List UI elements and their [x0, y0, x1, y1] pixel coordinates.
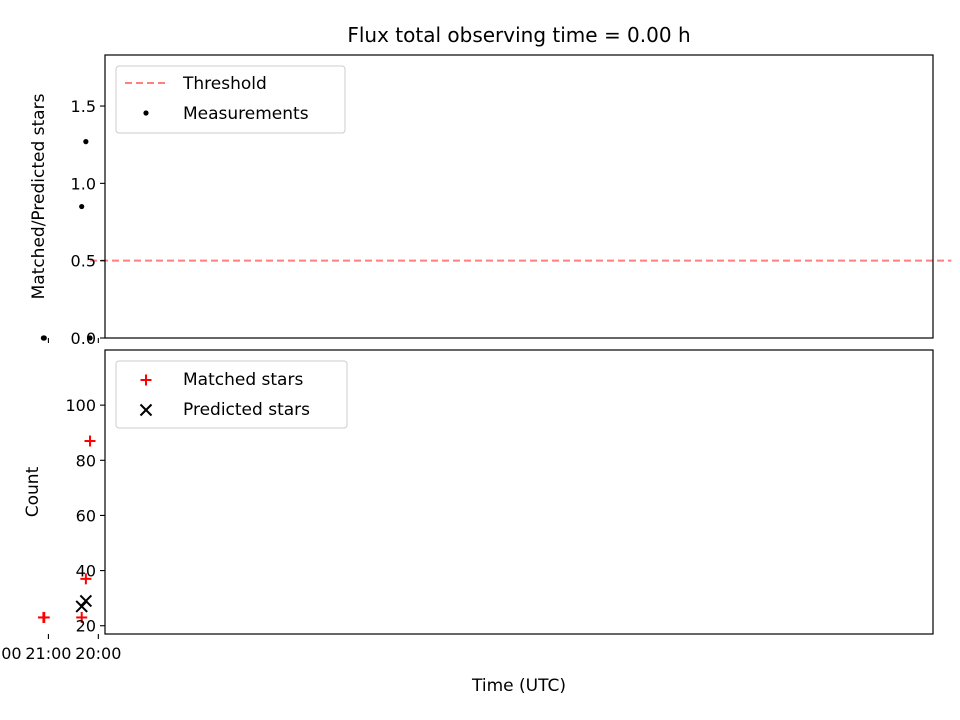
top-axes-frame — [104, 54, 934, 339]
top-plot-marks — [40, 139, 952, 341]
top-y-tick-label: 1.5 — [71, 97, 96, 116]
top-legend-box — [115, 65, 346, 134]
top-y-tick-label: 0.0 — [71, 329, 96, 348]
x-tick-label: 22:00 — [0, 644, 22, 663]
measurement-point — [79, 203, 85, 210]
matched-star-point — [84, 435, 96, 447]
top-legend: Threshold Measurements — [115, 65, 346, 134]
legend-plus-mark — [140, 374, 152, 386]
bottom-legend-box — [115, 360, 348, 429]
legend-measurements-label: Measurements — [183, 104, 309, 124]
legend-matched-label: Matched stars — [183, 370, 303, 390]
top-y-tick-label: 1.0 — [71, 174, 96, 193]
matched-star-point — [80, 573, 92, 585]
measurement-point — [40, 335, 47, 341]
bottom-y-tick-label: 20 — [76, 617, 96, 636]
legend-threshold-label: Threshold — [182, 74, 267, 94]
top-panel: Flux total observing time = 0.00 h Match… — [29, 23, 952, 348]
top-y-ticks: 0.0 0.5 1.0 1.5 — [71, 97, 105, 348]
legend-x-mark — [139, 403, 153, 417]
matched-star-point — [37, 611, 49, 623]
measurement-point — [83, 139, 89, 145]
bottom-y-tick-label: 60 — [76, 506, 96, 525]
legend-matched-swatch — [140, 374, 152, 386]
chart-title: Flux total observing time = 0.00 h — [347, 23, 690, 47]
x-tick-label: 20:00 — [75, 644, 121, 663]
bottom-plot-marks — [37, 435, 96, 623]
x-tick-label: 21:00 — [25, 644, 71, 663]
predicted-star-point — [75, 600, 88, 613]
bottom-y-ticks: 20 40 60 80 100 — [65, 396, 105, 636]
bottom-y-tick-label: 80 — [76, 451, 96, 470]
bottom-legend: Matched stars Predicted stars — [115, 360, 348, 429]
bottom-y-axis-label: Count — [23, 466, 43, 517]
legend-predicted-label: Predicted stars — [183, 400, 310, 420]
legend-measurements-swatch — [143, 110, 149, 116]
top-y-tick-label: 0.5 — [71, 252, 96, 271]
x-axis-label: Time (UTC) — [471, 676, 566, 696]
matched-star-point — [76, 611, 88, 623]
bottom-y-tick-label: 40 — [76, 562, 96, 581]
measurement-point — [87, 335, 93, 341]
legend-predicted-swatch — [139, 403, 153, 417]
bottom-y-tick-label: 100 — [65, 396, 96, 415]
top-y-axis-label: Matched/Predicted stars — [29, 93, 49, 299]
top-x-ticks — [47, 338, 99, 343]
bottom-axes-frame — [104, 349, 934, 635]
